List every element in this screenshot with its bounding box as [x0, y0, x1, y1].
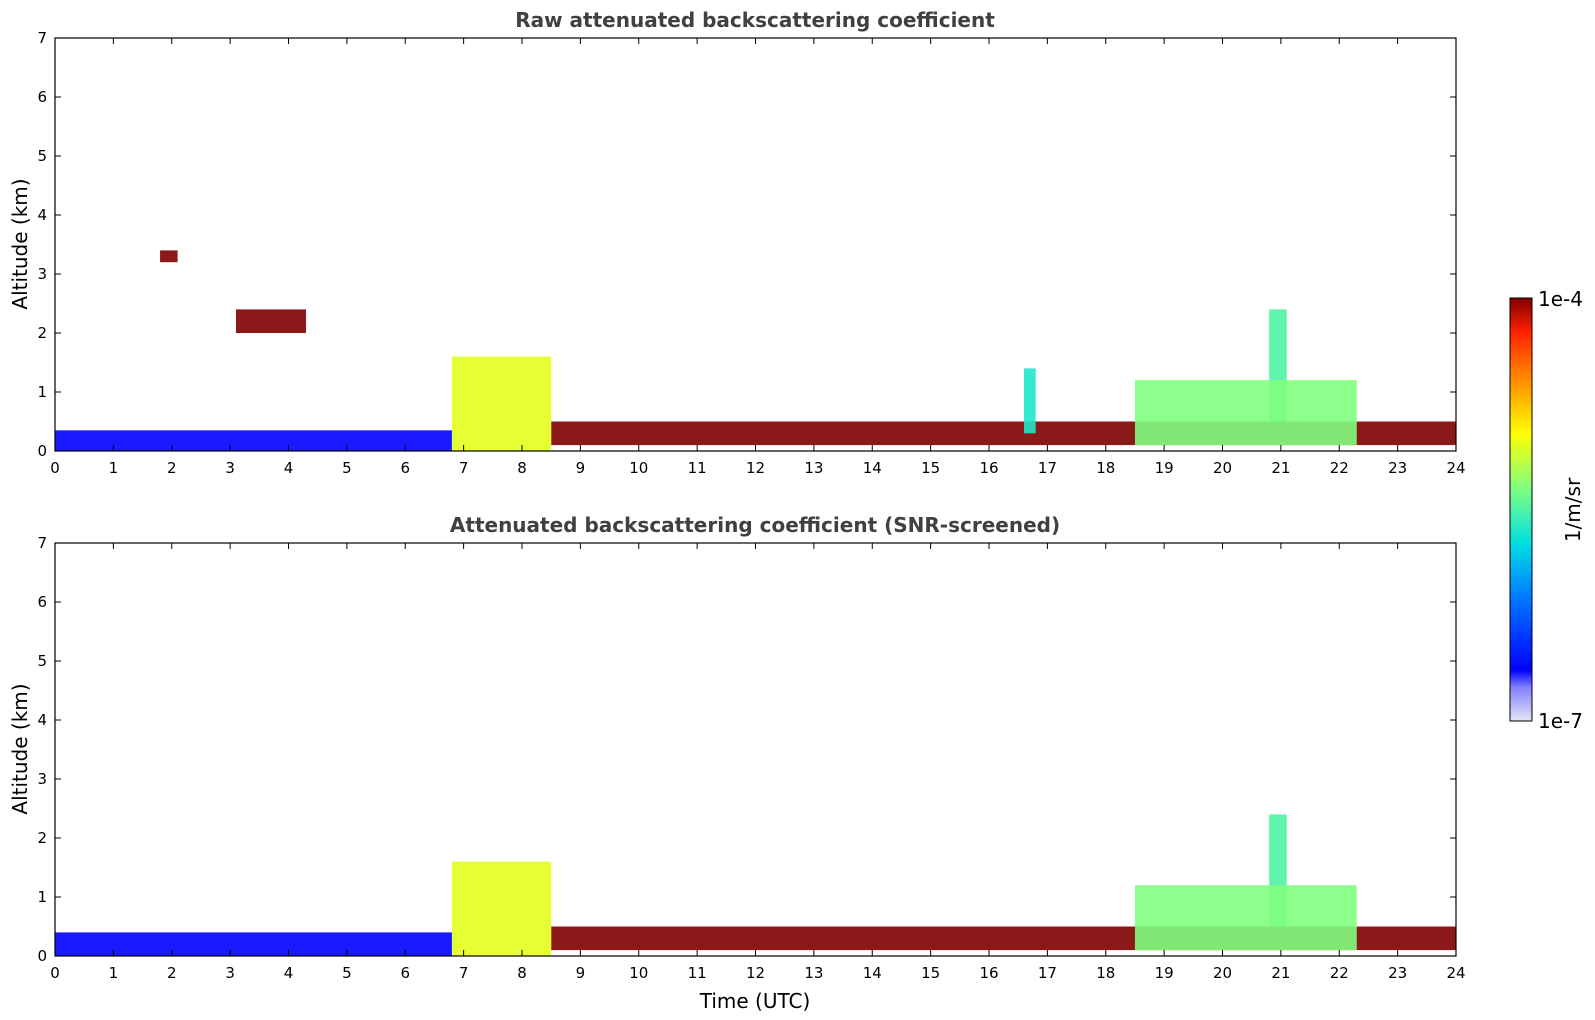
x-tick-label: 22 [1330, 964, 1349, 982]
x-tick-label: 12 [746, 964, 765, 982]
heatmap-feature-mixed-layer [1134, 885, 1357, 951]
x-tick-label: 9 [576, 459, 586, 477]
x-tick-label: 12 [746, 459, 765, 477]
x-tick-label: 2 [167, 964, 177, 982]
panel-screened-xlabel: Time (UTC) [699, 989, 811, 1013]
panel-raw-heatmap [55, 250, 1456, 451]
colorbar-gradient [1509, 297, 1533, 722]
x-tick-label: 24 [1446, 459, 1465, 477]
x-tick-label: 17 [1038, 964, 1057, 982]
x-tick-label: 19 [1155, 964, 1174, 982]
x-tick-label: 20 [1213, 459, 1232, 477]
y-tick-label: 7 [37, 534, 47, 552]
x-tick-label: 18 [1096, 459, 1115, 477]
y-tick-label: 1 [37, 888, 47, 906]
x-tick-label: 9 [576, 964, 586, 982]
x-tick-label: 13 [804, 459, 823, 477]
x-tick-label: 7 [459, 964, 469, 982]
panel-screened-ylabel: Altitude (km) [8, 683, 32, 814]
panel-screened: Attenuated backscattering coefficient (S… [8, 513, 1466, 1013]
x-tick-label: 6 [400, 459, 410, 477]
colorbar-max-label: 1e-4 [1538, 287, 1583, 311]
y-tick-label: 5 [37, 652, 47, 670]
colorbar-min-label: 1e-7 [1538, 709, 1583, 733]
panel-screened-heatmap [55, 814, 1456, 956]
x-tick-label: 23 [1388, 964, 1407, 982]
x-tick-label: 10 [629, 459, 648, 477]
x-tick-label: 23 [1388, 459, 1407, 477]
x-tick-label: 5 [342, 459, 352, 477]
panel-screened-title: Attenuated backscattering coefficient (S… [450, 513, 1060, 537]
x-tick-label: 19 [1155, 459, 1174, 477]
panel-raw: Raw attenuated backscattering coefficien… [8, 8, 1466, 477]
x-tick-label: 3 [225, 459, 235, 477]
heatmap-feature-mixed-layer [1134, 380, 1357, 446]
heatmap-feature-cloud-layer [235, 309, 307, 333]
y-tick-label: 0 [37, 442, 47, 460]
x-tick-label: 8 [517, 964, 527, 982]
x-tick-label: 1 [109, 964, 119, 982]
x-tick-label: 15 [921, 964, 940, 982]
y-tick-label: 6 [37, 593, 47, 611]
x-tick-label: 10 [629, 964, 648, 982]
x-tick-label: 8 [517, 459, 527, 477]
colorbar-unit-label: 1/m/sr [1561, 477, 1585, 542]
x-tick-label: 16 [979, 459, 998, 477]
panel-raw-title: Raw attenuated backscattering coefficien… [515, 8, 995, 32]
x-tick-label: 4 [284, 459, 294, 477]
y-tick-label: 6 [37, 88, 47, 106]
y-tick-label: 4 [37, 711, 47, 729]
heatmap-feature-aerosol-plume [451, 356, 552, 451]
x-tick-label: 13 [804, 964, 823, 982]
x-tick-label: 20 [1213, 964, 1232, 982]
x-tick-label: 7 [459, 459, 469, 477]
colorbar: 1e-4 1e-7 1/m/sr [1509, 287, 1585, 733]
y-tick-label: 2 [37, 324, 47, 342]
x-tick-label: 24 [1446, 964, 1465, 982]
heatmap-feature-aerosol-plume [451, 861, 552, 956]
x-tick-label: 2 [167, 459, 177, 477]
panel-screened-axes: 0 1 2 3 4 5 6 7 8 9 10 11 12 13 14 15 16 17 18 19 20 21 22 23 24… [37, 534, 1465, 982]
x-tick-label: 1 [109, 459, 119, 477]
x-tick-label: 18 [1096, 964, 1115, 982]
heatmap-feature-surface-layer [55, 932, 452, 956]
x-tick-label: 17 [1038, 459, 1057, 477]
x-tick-label: 14 [863, 964, 882, 982]
heatmap-feature-cloud-layer [160, 250, 178, 263]
x-tick-label: 5 [342, 964, 352, 982]
y-tick-label: 7 [37, 29, 47, 47]
x-tick-label: 3 [225, 964, 235, 982]
x-tick-label: 4 [284, 964, 294, 982]
y-tick-label: 2 [37, 829, 47, 847]
x-tick-label: 14 [863, 459, 882, 477]
x-tick-label: 21 [1271, 964, 1290, 982]
x-tick-label: 11 [688, 964, 707, 982]
x-tick-label: 21 [1271, 459, 1290, 477]
panel-raw-axes: 0 1 2 3 4 5 6 7 8 9 10 11 12 13 14 15 16 17 18 19 20 21 22 23 24… [37, 29, 1465, 477]
x-tick-label: 15 [921, 459, 940, 477]
x-tick-label: 11 [688, 459, 707, 477]
y-tick-label: 4 [37, 206, 47, 224]
y-tick-label: 3 [37, 770, 47, 788]
y-tick-label: 1 [37, 383, 47, 401]
y-tick-label: 3 [37, 265, 47, 283]
heatmap-feature-convective-plume [1024, 368, 1036, 434]
y-tick-label: 0 [37, 947, 47, 965]
heatmap-feature-surface-layer [55, 430, 452, 451]
panel-raw-ylabel: Altitude (km) [8, 178, 32, 309]
x-tick-label: 6 [400, 964, 410, 982]
x-tick-label: 0 [50, 459, 60, 477]
y-tick-label: 5 [37, 147, 47, 165]
x-tick-label: 16 [979, 964, 998, 982]
x-tick-label: 0 [50, 964, 60, 982]
x-tick-label: 22 [1330, 459, 1349, 477]
